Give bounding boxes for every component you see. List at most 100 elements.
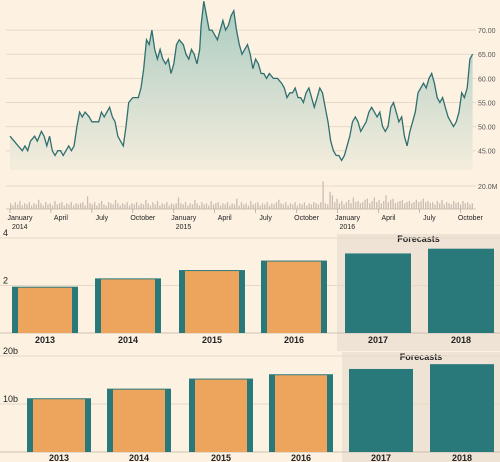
volume-bar <box>387 202 390 209</box>
bar-category-label: 2018 <box>452 453 472 462</box>
volume-bar <box>154 204 156 209</box>
volume-bar <box>471 203 473 209</box>
volume-bar <box>429 203 431 209</box>
volume-bar <box>275 202 278 209</box>
volume-bar <box>327 204 329 209</box>
volume-bar <box>317 204 320 209</box>
volume-bar <box>268 205 271 209</box>
bar-2017 <box>349 368 413 452</box>
volume-bar <box>75 203 77 209</box>
price-y-tick-label: 50.00 <box>478 125 496 132</box>
volume-bar <box>341 200 343 209</box>
volume-bar <box>294 202 296 209</box>
volume-bar <box>51 205 54 209</box>
volume-bar <box>345 202 348 209</box>
volume-bar <box>350 203 352 209</box>
volume-bar <box>147 203 149 209</box>
volume-bar <box>236 198 238 209</box>
volume-bar <box>448 203 450 209</box>
volume-bar <box>145 199 147 209</box>
volume-bar <box>329 191 331 209</box>
volume-bar <box>285 202 287 209</box>
bar-y-tick-label: 10b <box>3 394 18 404</box>
volume-bar <box>404 203 406 209</box>
volume-bar <box>301 204 303 209</box>
volume-bar <box>320 202 322 209</box>
price-x-tick-label: January <box>8 215 33 222</box>
volume-bar <box>322 181 324 209</box>
volume-bar <box>362 202 364 209</box>
bar-category-label: 2016 <box>291 453 311 462</box>
forecast-label: Forecasts <box>397 234 440 244</box>
volume-bar <box>96 205 98 209</box>
volume-bar <box>222 203 224 209</box>
volume-bar <box>30 205 33 209</box>
volume-bar <box>72 205 75 209</box>
volume-bar <box>119 205 121 209</box>
volume-bar <box>63 205 65 209</box>
price-x-tick-label: January <box>171 215 196 222</box>
volume-bar <box>159 205 161 209</box>
bar-2018 <box>428 248 494 333</box>
volume-bar <box>257 202 259 209</box>
volume-bar <box>371 200 373 209</box>
volume-bar <box>163 204 166 209</box>
volume-bar <box>156 200 159 209</box>
volume-bar <box>28 202 30 209</box>
volume-bar <box>86 196 89 209</box>
volume-bar <box>168 205 170 209</box>
volume-bar <box>369 203 371 209</box>
volume-bar <box>189 203 191 209</box>
volume-bar <box>413 202 415 209</box>
volume-bar <box>336 198 338 209</box>
volume-bar <box>243 204 245 209</box>
volume-reference-label: 20.0M <box>478 184 498 191</box>
volume-bar <box>138 205 140 209</box>
volume-bar <box>16 204 19 209</box>
volume-bar <box>91 204 93 209</box>
volume-bar <box>110 203 112 209</box>
volume-bar <box>198 205 201 209</box>
volume-bar <box>23 203 26 209</box>
volume-bar <box>35 204 37 209</box>
volume-bar <box>462 200 464 209</box>
volume-bar <box>292 204 294 209</box>
volume-bar <box>352 197 355 209</box>
volume-bar <box>44 202 47 209</box>
volume-bar <box>194 199 196 209</box>
volume-bar <box>385 195 387 209</box>
volume-bar <box>100 200 103 209</box>
volume-bar <box>390 199 392 209</box>
volume-bar <box>42 205 44 209</box>
volume-bar <box>14 202 16 209</box>
volume-bar <box>152 202 154 209</box>
price-x-year-label: 2016 <box>340 224 356 231</box>
volume-bar <box>357 200 359 209</box>
bar-actual-fill <box>101 279 155 333</box>
volume-bar <box>26 204 28 209</box>
volume-bar <box>89 203 91 209</box>
bar-category-label: 2013 <box>49 453 69 462</box>
bar-actual-fill <box>275 375 327 452</box>
volume-bar <box>359 203 362 209</box>
volume-bar <box>117 203 119 209</box>
volume-bar <box>324 203 327 209</box>
volume-bar <box>315 203 317 209</box>
bar-category-label: 2018 <box>451 335 471 345</box>
price-x-tick-label: January <box>335 215 360 222</box>
volume-bar <box>61 202 63 209</box>
price-x-tick-label: April <box>381 215 395 222</box>
volume-bar <box>287 205 289 209</box>
volume-bar <box>252 204 254 209</box>
price-x-year-label: 2015 <box>176 224 192 231</box>
volume-bar <box>254 203 257 209</box>
bar-y-tick-label: 20b <box>3 346 18 356</box>
volume-bar <box>56 204 58 209</box>
volume-bar <box>418 202 420 209</box>
volume-bar <box>455 203 457 209</box>
price-x-year-label: 2014 <box>12 224 28 231</box>
volume-bar <box>166 202 168 209</box>
volume-bar <box>446 202 448 209</box>
volume-bar <box>224 204 226 209</box>
volume-bar <box>114 199 117 209</box>
